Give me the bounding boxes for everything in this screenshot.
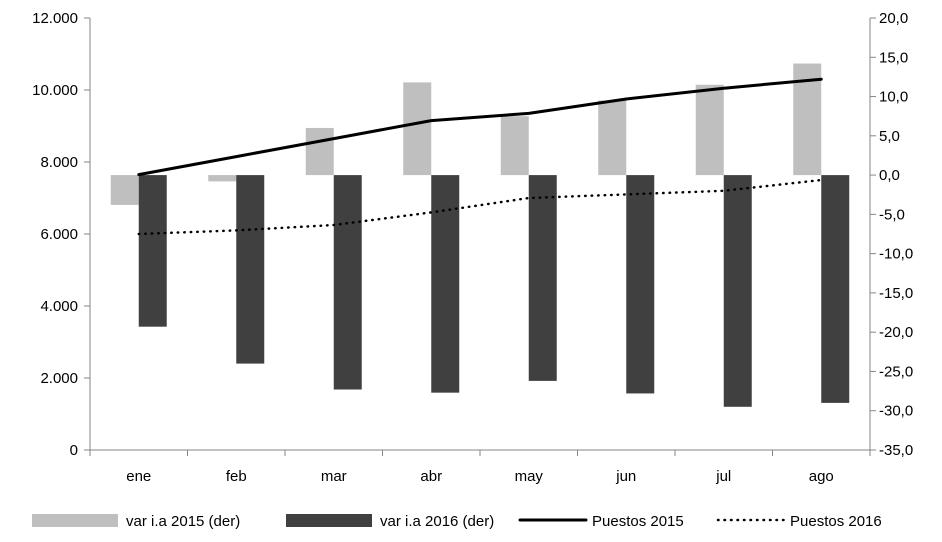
bar-2016 <box>138 175 167 327</box>
right-tick-label: -5,0 <box>879 206 905 223</box>
right-tick-label: -10,0 <box>879 246 913 263</box>
right-tick-label: 5,0 <box>879 128 900 145</box>
x-tick-label: ago <box>809 468 834 485</box>
x-tick-label: ene <box>126 468 151 485</box>
x-tick-label: abr <box>420 468 442 485</box>
right-tick-label: -35,0 <box>879 442 913 459</box>
bar-2016 <box>821 175 850 403</box>
x-tick-label: mar <box>321 468 347 485</box>
left-tick-label: 2.000 <box>40 370 78 387</box>
bar-2015 <box>208 175 237 182</box>
lines <box>137 77 823 236</box>
legend-label: Puestos 2015 <box>592 513 684 530</box>
legend-label: Puestos 2016 <box>790 513 882 530</box>
x-tick-label: jul <box>715 468 731 485</box>
bar-2015 <box>110 175 139 205</box>
bar-2015 <box>500 116 529 176</box>
bar-2016 <box>528 175 557 381</box>
x-tick-label: feb <box>226 468 247 485</box>
legend: var i.a 2015 (der) var i.a 2016 (der) Pues… <box>32 513 882 530</box>
bar-2016 <box>723 175 752 407</box>
legend-swatch <box>286 514 372 527</box>
bars <box>110 63 850 407</box>
right-tick-label: -30,0 <box>879 403 913 420</box>
bar-2015 <box>598 100 627 176</box>
legend-label: var i.a 2015 (der) <box>126 513 240 530</box>
right-tick-label: -20,0 <box>879 324 913 341</box>
x-tick-label: jun <box>615 468 636 485</box>
left-tick-label: 8.000 <box>40 154 78 171</box>
right-tick-label: -25,0 <box>879 363 913 380</box>
left-tick-label: 12.000 <box>32 10 78 27</box>
bar-2016 <box>236 175 265 364</box>
right-tick-label: 15,0 <box>879 49 908 66</box>
left-tick-label: 10.000 <box>32 82 78 99</box>
right-tick-label: -15,0 <box>879 285 913 302</box>
bar-2015 <box>403 82 432 176</box>
tick-labels: 0 2.000 4.000 6.000 8.000 10.000 12.000 -35,0 -3… <box>32 10 913 485</box>
right-tick-label: 20,0 <box>879 10 908 27</box>
right-tick-label: 10,0 <box>879 89 908 106</box>
x-tick-label: may <box>515 468 544 485</box>
line-puestos-2015 <box>137 77 823 177</box>
left-tick-label: 0 <box>70 442 78 459</box>
left-tick-label: 4.000 <box>40 298 78 315</box>
bar-2015 <box>695 84 724 176</box>
bar-2016 <box>626 175 655 394</box>
legend-label: var i.a 2016 (der) <box>380 513 494 530</box>
bar-2015 <box>305 127 334 176</box>
axes <box>84 17 876 456</box>
line-puestos-2016 <box>137 178 823 236</box>
left-tick-label: 6.000 <box>40 226 78 243</box>
right-tick-label: 0,0 <box>879 167 900 184</box>
bar-2016 <box>431 175 460 393</box>
legend-swatch <box>32 514 118 527</box>
bar-2016 <box>333 175 362 390</box>
